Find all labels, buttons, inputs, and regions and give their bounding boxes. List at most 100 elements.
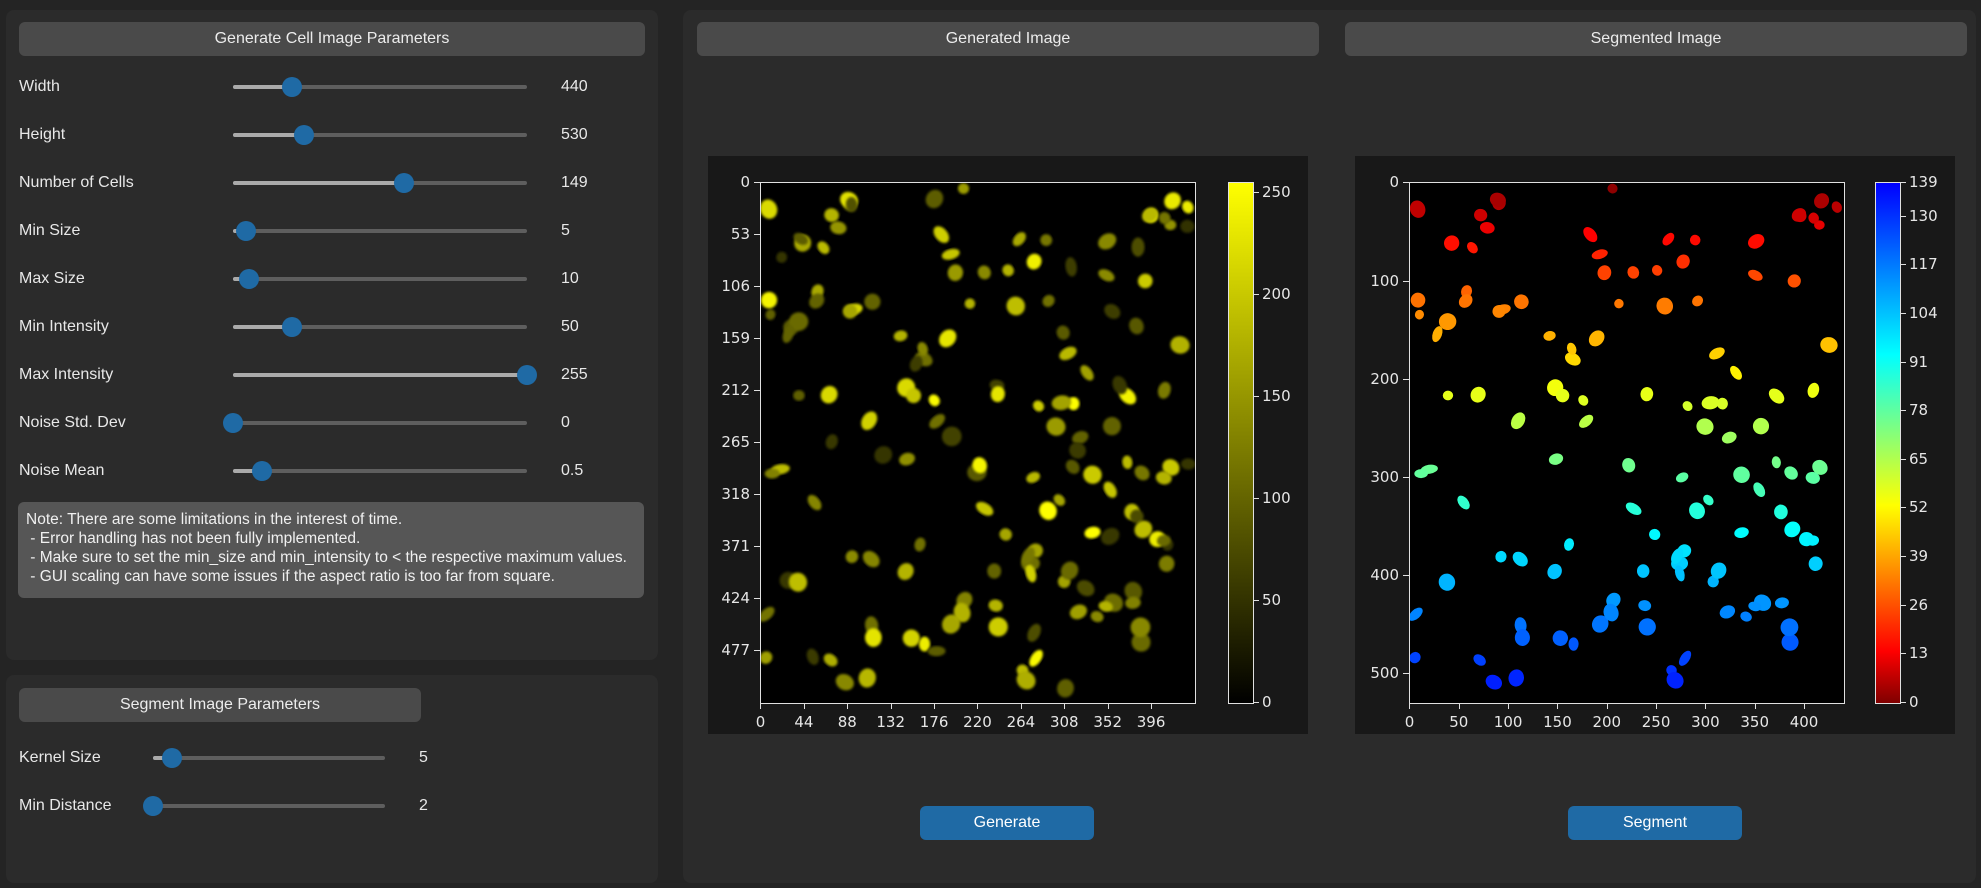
kernel-size-slider[interactable] [153,748,385,768]
cell-blob [864,628,882,647]
colorbar-tick-label: 65 [1909,449,1929,468]
segmented-image-header[interactable]: Segmented Image [1345,22,1967,56]
y-tick-label: 265 [721,433,750,452]
slider-label: Min Size [19,222,81,239]
colorbar-tick-label: 26 [1909,595,1929,614]
segmented-cell [1579,414,1594,428]
cell-blob [977,265,991,280]
cell-blob [1016,671,1036,690]
segmented-cell [1666,671,1684,689]
cell-blob [1069,604,1087,620]
max-intensity-slider[interactable] [233,365,537,385]
slider-row-width: Width 440 [19,72,649,102]
height-slider[interactable] [233,125,527,145]
cell-blob [793,390,805,401]
cell-blob [1103,481,1117,498]
cell-blob [917,342,928,356]
y-tick-label: 159 [721,329,750,348]
slider-handle[interactable] [161,748,182,768]
slider-label: Number of Cells [19,174,134,191]
tick-mark [1253,294,1259,296]
cell-blob [842,304,858,319]
max-size-slider[interactable] [233,269,527,289]
segmented-cell [1717,397,1728,410]
tick-mark [1705,703,1707,709]
slider-label: Max Size [19,270,85,287]
tick-mark [1253,396,1259,398]
segmented-cell [1808,556,1823,571]
cell-blob [1002,264,1014,277]
tick-mark [1020,703,1022,709]
segmented-cell [1696,418,1714,435]
min-distance-slider[interactable] [143,796,385,816]
segmented-cell [1583,227,1598,243]
segmented-cell [1578,395,1589,406]
slider-handle[interactable] [393,173,414,193]
segmented-cell [1432,326,1443,343]
cell-blob [933,226,950,243]
slider-handle[interactable] [281,77,302,97]
cell-blob [1012,232,1026,247]
cell-blob [988,617,1008,637]
cell-blob [1025,564,1037,583]
tick-mark [754,494,760,496]
cell-blob [1134,465,1150,481]
slider-label: Min Distance [19,797,112,814]
x-tick-label: 400 [1789,713,1819,731]
tick-mark [934,703,936,709]
tick-mark [1151,703,1153,709]
cell-blob [902,629,920,647]
slider-handle[interactable] [239,269,260,289]
segmented-cell [1807,382,1820,398]
number-of-cells-slider[interactable] [233,173,527,193]
segmented-cell [1410,292,1426,308]
segment-parameters-header[interactable]: Segment Image Parameters [19,688,421,722]
slider-handle[interactable] [293,125,314,145]
y-tick-label: 53 [730,225,750,244]
cell-blob [939,329,957,348]
generate-parameters-panel: Generate Cell Image Parameters Width 440 H… [6,10,658,660]
cell-blob [927,646,946,657]
tick-mark [1458,703,1460,709]
x-tick-label: 250 [1641,713,1671,731]
slider-handle[interactable] [517,365,537,385]
segmented-cell [1701,396,1720,410]
tick-mark [1900,312,1906,314]
cell-blob [1006,296,1025,316]
slider-handle[interactable] [281,317,302,337]
slider-handle[interactable] [223,413,243,433]
cell-blob [972,457,987,474]
segmented-cell [1805,471,1820,484]
cell-blob [897,563,914,581]
generate-parameters-header[interactable]: Generate Cell Image Parameters [19,22,645,56]
cell-blob [1065,257,1077,277]
slider-handle[interactable] [143,796,163,816]
width-slider[interactable] [233,77,527,97]
y-tick-label: 500 [1370,664,1399,683]
cell-blob [957,183,970,195]
x-tick-label: 100 [1493,713,1523,731]
cell-blob [990,386,1005,403]
generated-image-header[interactable]: Generated Image [697,22,1319,56]
colorbar-tick-label: 150 [1262,387,1291,406]
slider-row-number-of-cells: Number of Cells 149 [19,168,649,198]
segmented-cell [1508,669,1524,687]
segmented-cell [1689,234,1701,246]
segment-button[interactable]: Segment [1568,806,1742,840]
slider-handle[interactable] [252,461,273,481]
slider-handle[interactable] [236,221,257,241]
min-intensity-slider[interactable] [233,317,527,337]
generate-button[interactable]: Generate [920,806,1094,840]
min-size-slider[interactable] [233,221,527,241]
cell-blob [918,636,931,652]
noise-mean-slider[interactable] [233,461,527,481]
segmented-cell [1703,494,1714,506]
segmented-cell [1649,528,1661,541]
segmented-cell [1591,249,1608,260]
cell-blob [825,434,838,450]
noise-std-dev-slider[interactable] [223,413,527,433]
segmented-cell [1808,212,1819,224]
cell-blob [788,312,809,331]
tick-mark [890,703,892,709]
segmented-cell [1510,412,1526,430]
